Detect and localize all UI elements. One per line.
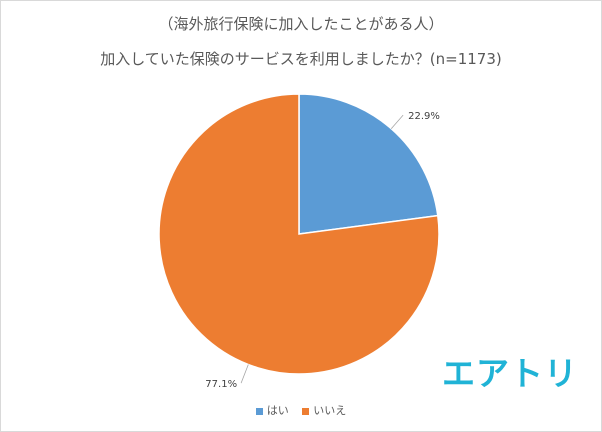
airtrip-logo: エアトリ [442,354,578,393]
legend-label-yes: はい [266,404,289,417]
legend-item-yes: はい [255,402,289,418]
legend-swatch-no [302,407,310,415]
legend-label-no: いいえ [313,404,347,417]
legend-swatch-yes [255,407,263,415]
data-label-no: 77.1% [205,379,237,390]
pie-slice-no [158,93,440,375]
chart-title: （海外旅行保険に加入したことがある人） [158,15,444,33]
chart-subtitle: 加入していた保険のサービスを利用しましたか？(n=1173) [100,50,502,68]
leader-line-no [240,364,249,384]
pie-slice-yes [298,93,439,235]
data-label-yes: 22.9% [408,111,440,122]
legend-item-no: いいえ [302,402,346,418]
leader-line-yes [390,114,404,129]
legend: はい いいえ [1,402,601,418]
